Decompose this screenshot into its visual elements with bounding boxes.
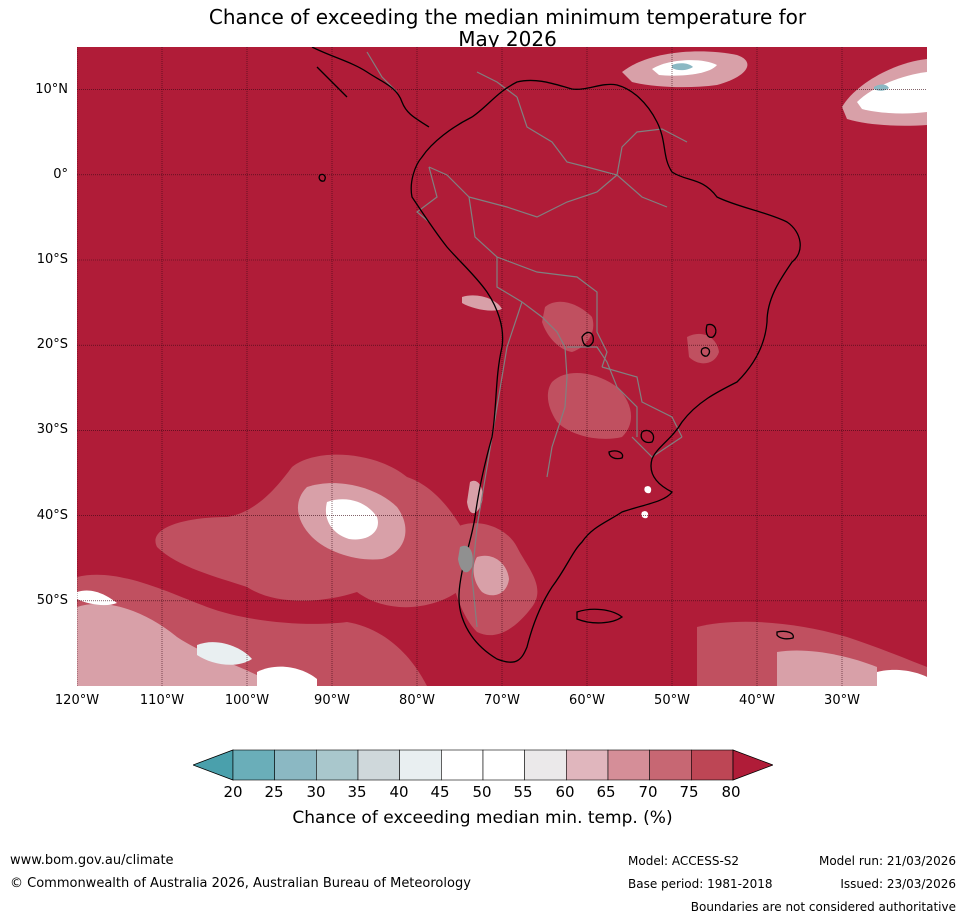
colorbar-bin: [357, 749, 400, 781]
issued-date: Issued: 23/03/2026: [840, 877, 956, 891]
model-name: Model: ACCESS-S2: [628, 854, 740, 868]
lon-label-100w: 100°W: [224, 693, 270, 708]
colorbar-bin: [232, 749, 275, 781]
colorbar-bin: [566, 749, 609, 781]
lon-label-110w: 110°W: [139, 693, 185, 708]
lon-label-60w: 60°W: [569, 693, 605, 708]
lon-label-80w: 80°W: [399, 693, 435, 708]
colorbar-tick: 40: [389, 783, 409, 801]
colorbar-bin: [399, 749, 442, 781]
base-period: Base period: 1981-2018: [628, 877, 773, 891]
lon-label-120w: 120°W: [54, 693, 100, 708]
colorbar: [191, 747, 775, 783]
colorbar-tick: 75: [679, 783, 699, 801]
lat-label-40s: 40°S: [36, 508, 68, 523]
model-run-date: Model run: 21/03/2026: [818, 854, 956, 868]
colorbar-bin: [649, 749, 692, 781]
lat-label-10n: 10°N: [35, 82, 68, 97]
colorbar-tick: 45: [430, 783, 450, 801]
lat-label-50s: 50°S: [36, 593, 68, 608]
northern-ocean-anomaly: [622, 51, 927, 126]
colorbar-bin: [274, 749, 317, 781]
coastline: [311, 47, 801, 663]
colorbar-bin: [607, 749, 650, 781]
lat-label-0: 0°: [53, 167, 68, 182]
lon-label-90w: 90°W: [314, 693, 350, 708]
colorbar-bin: [482, 749, 525, 781]
colorbar-tick: 55: [513, 783, 533, 801]
lat-label-30s: 30°S: [36, 422, 68, 437]
southern-ocean-anomaly: [77, 454, 927, 686]
colorbar-bin: [691, 749, 734, 781]
colorbar-tick: 25: [264, 783, 284, 801]
land-anomaly-patches: [462, 295, 719, 519]
colorbar-tick: 70: [638, 783, 658, 801]
colorbar-bin: [524, 749, 567, 781]
colorbar-extend-high: [732, 749, 775, 781]
copyright-text: © Commonwealth of Australia 2026, Austra…: [10, 876, 471, 891]
map-panel[interactable]: [77, 47, 927, 686]
colorbar-label: Chance of exceeding median min. temp. (%…: [292, 808, 673, 828]
colorbar-tick: 80: [721, 783, 741, 801]
lon-label-50w: 50°W: [654, 693, 690, 708]
map-canvas[interactable]: [77, 47, 927, 686]
website-link[interactable]: www.bom.gov.au/climate: [10, 853, 174, 868]
colorbar-tick: 20: [223, 783, 243, 801]
country-borders: [366, 51, 688, 628]
colorbar-tick: 35: [347, 783, 367, 801]
colorbar-bin: [316, 749, 359, 781]
boundaries-disclaimer: Boundaries are not considered authoritat…: [690, 900, 956, 914]
lon-label-70w: 70°W: [484, 693, 520, 708]
lat-label-20s: 20°S: [36, 337, 68, 352]
andes-mask: [458, 545, 473, 573]
colorbar-bin: [441, 749, 484, 781]
graticule: [77, 47, 927, 686]
lat-label-10s: 10°S: [36, 252, 68, 267]
colorbar-graphic: [191, 749, 775, 781]
lon-label-30w: 30°W: [824, 693, 860, 708]
map-title-line1: Chance of exceeding the median minimum t…: [208, 5, 807, 29]
colorbar-extend-low: [191, 749, 234, 781]
colorbar-tick: 65: [596, 783, 616, 801]
lon-label-40w: 40°W: [739, 693, 775, 708]
map-title-line2: May 2026: [458, 27, 557, 51]
colorbar-tick: 50: [472, 783, 492, 801]
colorbar-tick: 30: [306, 783, 326, 801]
colorbar-tick: 60: [555, 783, 575, 801]
